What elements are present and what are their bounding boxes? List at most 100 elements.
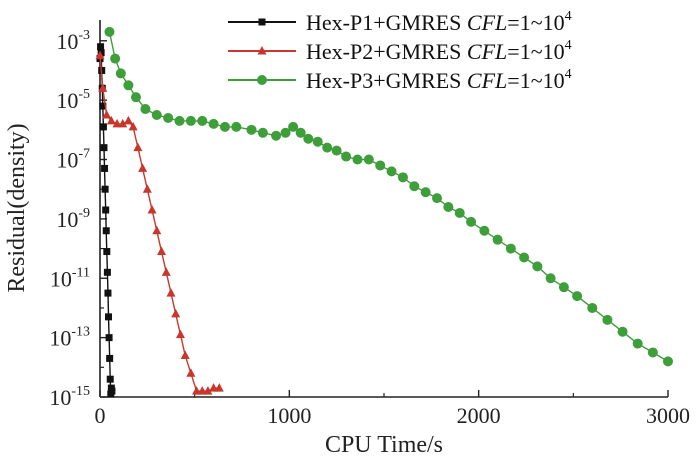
series-3-point [110, 53, 121, 64]
series-3-point [341, 151, 352, 162]
series-3-point [312, 136, 323, 147]
series-3-point [587, 302, 598, 313]
series-3-point [572, 291, 583, 302]
y-tick-label: 10-7 [56, 147, 90, 173]
series-3-point [397, 172, 408, 183]
series-1-point [97, 43, 105, 51]
series-3-point [123, 80, 134, 91]
series-3-point [197, 115, 208, 126]
series-2-point [112, 118, 122, 128]
series-1-line [99, 46, 113, 395]
series-2-point [95, 50, 105, 60]
series-2-point [214, 383, 224, 392]
series-3-point [295, 127, 306, 138]
series-3-point [271, 130, 282, 141]
series-3-point [288, 121, 299, 132]
series-2-point [157, 246, 167, 256]
series-2-point [175, 329, 185, 339]
series-3-point [246, 124, 257, 135]
series-3-point [151, 109, 162, 120]
series-1-point [97, 49, 105, 57]
series-3-point [632, 338, 643, 349]
series-3-point [208, 118, 219, 129]
series-3 [104, 26, 673, 367]
series-3-point [363, 154, 374, 165]
series-3-point [185, 115, 196, 126]
series-1-point [105, 313, 113, 321]
series-3-point [280, 127, 291, 138]
series-2-point [147, 204, 157, 214]
x-tick-label: 1000 [267, 403, 311, 428]
series-3-point [519, 252, 530, 263]
legend-marker-3 [257, 75, 267, 85]
series-3-point [174, 115, 185, 126]
series-2-point [209, 383, 219, 392]
series-1-point [106, 375, 114, 383]
series-3-point [231, 121, 242, 132]
series-2-point [166, 288, 176, 297]
series-1-point [105, 334, 113, 342]
series-3-point [545, 273, 556, 284]
series-1-point [108, 387, 116, 395]
series-2-point [133, 142, 143, 152]
series-1-point [106, 354, 114, 362]
series-3-point [115, 68, 126, 79]
series-2-point [152, 225, 162, 235]
series-3-point [443, 202, 454, 213]
series-1-point [104, 289, 112, 297]
series-3-point [163, 112, 174, 123]
series-1-point [99, 123, 107, 131]
series-2-point [102, 109, 112, 119]
legend-marker-1 [258, 18, 266, 26]
series-3-point [130, 92, 141, 103]
series-1-point [103, 248, 111, 256]
series-3-point [532, 261, 543, 272]
series-3-point [647, 347, 658, 358]
series-1-point [102, 227, 110, 235]
x-tick-label: 0 [95, 403, 106, 428]
series-2-point [192, 386, 202, 395]
x-tick-label: 3000 [646, 403, 690, 428]
series-1-point [102, 206, 110, 214]
y-tick-label: 10-9 [56, 206, 90, 232]
series-3-point [505, 243, 516, 254]
series-3-point [104, 26, 115, 37]
series-3-point [558, 282, 569, 293]
series-3-point [352, 154, 363, 165]
series-1-point [103, 268, 111, 276]
y-tick-label: 10-11 [50, 265, 90, 291]
series-2-point [138, 163, 148, 172]
series-3-point [492, 234, 503, 245]
series-2-point [98, 83, 108, 92]
series-1-point [101, 164, 109, 172]
series-3-point [386, 166, 397, 177]
series-3-point [375, 160, 386, 171]
series-1-point [101, 185, 109, 193]
series-3-point [479, 225, 490, 236]
y-tick-label: 10-13 [49, 325, 90, 351]
series-3-point [420, 187, 431, 198]
y-tick-label: 10-5 [56, 87, 90, 113]
series-2-point [203, 386, 213, 395]
legend-label-1: Hex-P1+GMRES CFL=1~104 [306, 9, 572, 35]
series-3-point [409, 181, 420, 192]
series-2-point [161, 267, 171, 276]
series-3-point [617, 326, 628, 337]
series-3-point [466, 216, 477, 227]
series-3-point [257, 127, 268, 138]
series-3-point [303, 133, 314, 144]
series-1-point [99, 102, 107, 110]
series-3-point [432, 193, 443, 204]
series-1-point [100, 144, 108, 152]
series-2-point [171, 308, 181, 318]
series-3-point [140, 104, 151, 115]
series-2-point [180, 350, 190, 359]
series-2-point [123, 115, 133, 125]
series-2-point [142, 184, 152, 193]
series-3-point [602, 314, 613, 325]
series-2 [95, 50, 224, 395]
x-axis-label: CPU Time/s [325, 432, 443, 458]
series-3-point [663, 356, 673, 367]
legend-marker-2 [257, 46, 267, 55]
